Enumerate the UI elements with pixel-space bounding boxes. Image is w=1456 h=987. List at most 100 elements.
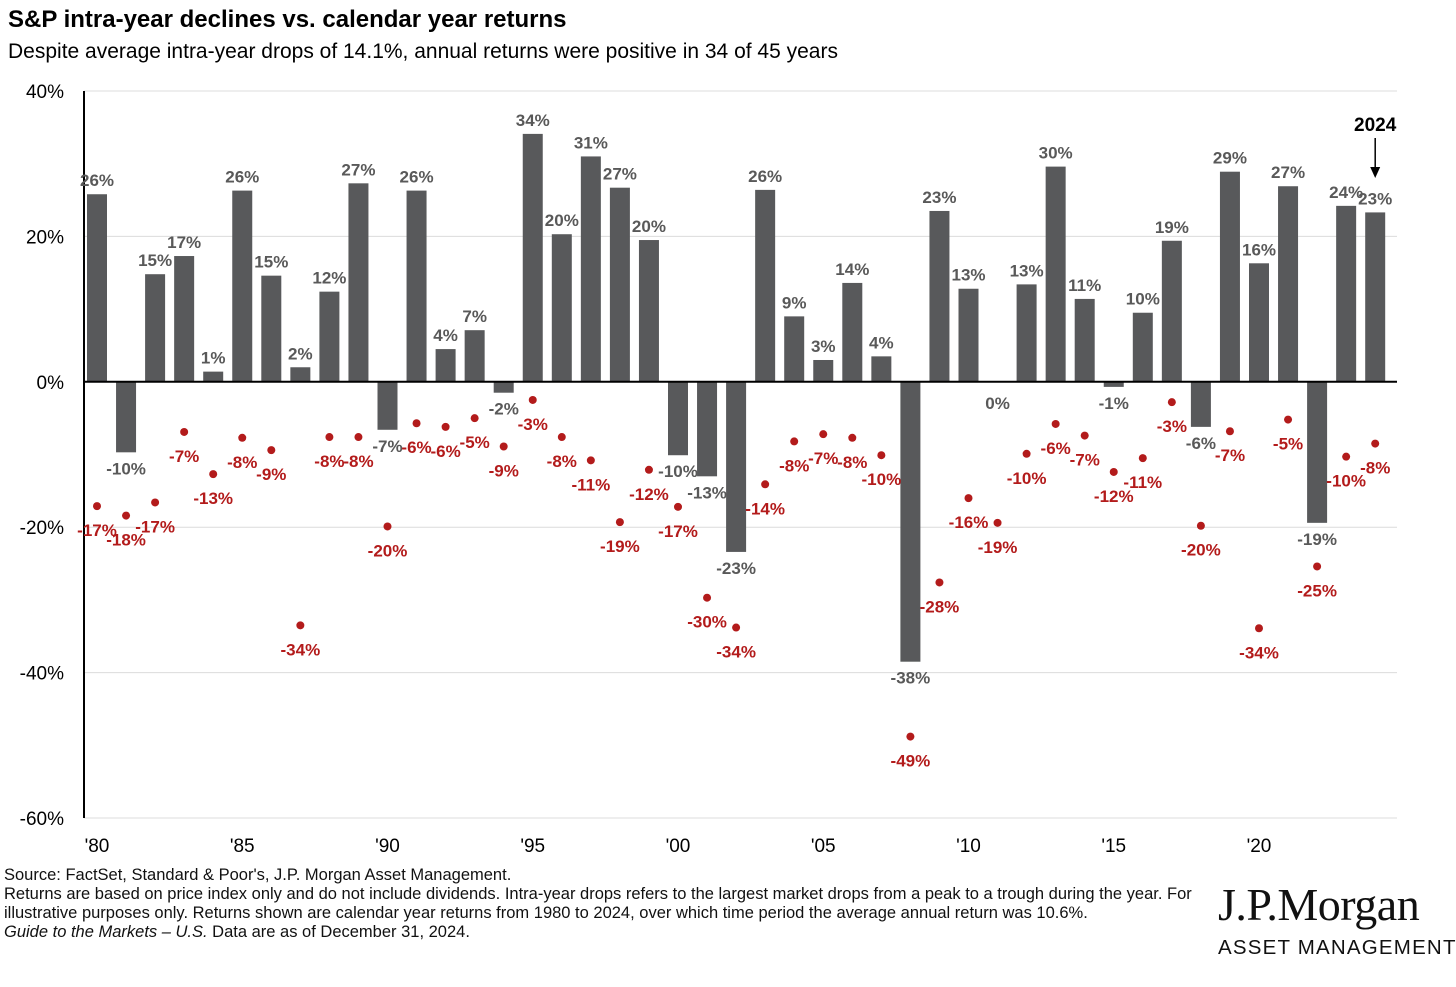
drop-label: -8%	[227, 453, 257, 472]
return-bar	[464, 330, 485, 382]
drop-point	[441, 422, 450, 431]
return-label: -1%	[1099, 394, 1129, 413]
return-bar	[842, 282, 863, 382]
drop-point	[964, 494, 973, 503]
drop-point	[1080, 431, 1089, 440]
drop-point	[1313, 562, 1322, 571]
drop-label: -11%	[1123, 473, 1162, 492]
guide-title: Guide to the Markets – U.S.	[4, 923, 208, 941]
x-tick-label: '10	[956, 836, 981, 857]
x-tick-label: '85	[230, 836, 255, 857]
drop-label: -10%	[1326, 472, 1366, 491]
return-bar	[609, 187, 630, 382]
return-label: 30%	[1039, 144, 1073, 163]
drop-label: -20%	[368, 541, 408, 560]
return-bar	[900, 381, 921, 662]
return-label: 7%	[462, 307, 487, 326]
drop-point	[1022, 449, 1031, 458]
return-label: 12%	[312, 269, 346, 288]
return-label: 14%	[835, 260, 869, 279]
return-bar	[871, 356, 892, 382]
return-bar	[522, 133, 543, 382]
drop-point	[644, 465, 653, 474]
return-bar	[116, 381, 137, 453]
source-note: Source: FactSet, Standard & Poor's, J.P.…	[4, 866, 512, 884]
drop-point	[1196, 521, 1205, 530]
footer: Source: FactSet, Standard & Poor's, J.P.…	[4, 866, 1194, 942]
drop-point	[1138, 454, 1147, 463]
return-bar	[638, 240, 659, 382]
drop-label: -12%	[1094, 487, 1134, 506]
return-bar	[261, 275, 282, 382]
drop-label: -19%	[600, 537, 640, 556]
return-label: 1%	[201, 349, 226, 368]
drop-label: -6%	[401, 438, 431, 457]
return-label: 26%	[225, 168, 259, 187]
jpmorgan-logo: J.P.Morgan ASSET MANAGEMENT	[1218, 880, 1455, 960]
y-tick-label: -60%	[20, 809, 64, 830]
return-label: 23%	[922, 188, 956, 207]
drop-label: -17%	[658, 522, 698, 541]
return-bar	[1336, 205, 1357, 382]
return-label: 20%	[545, 211, 579, 230]
drop-label: -25%	[1297, 581, 1337, 600]
drop-point	[151, 498, 160, 507]
return-bar	[1074, 298, 1095, 382]
drop-point	[1051, 419, 1060, 428]
drop-point	[93, 502, 101, 511]
return-label: 10%	[1126, 290, 1160, 309]
return-label: -6%	[1186, 434, 1216, 453]
return-bar	[580, 156, 601, 382]
return-label: 15%	[254, 253, 288, 272]
return-label: 0%	[985, 394, 1010, 413]
drop-point	[470, 414, 479, 423]
drop-label: -3%	[518, 415, 548, 434]
return-label: 13%	[1010, 261, 1044, 280]
drop-point	[993, 518, 1002, 527]
return-bar	[697, 381, 718, 477]
drop-point	[1284, 415, 1293, 424]
drop-point	[848, 433, 857, 442]
return-label: 19%	[1155, 218, 1189, 237]
guide-note: Guide to the Markets – U.S. Data are as …	[4, 923, 1194, 942]
drop-label: -11%	[571, 475, 610, 494]
drop-label: -49%	[891, 752, 931, 771]
drop-point	[499, 442, 508, 451]
drop-point	[1255, 624, 1263, 633]
return-label: 34%	[516, 111, 550, 130]
drop-label: -28%	[920, 597, 960, 616]
x-tick-label: '05	[811, 836, 836, 857]
drop-point	[906, 732, 915, 741]
return-bar	[435, 349, 456, 382]
drop-point	[557, 433, 566, 442]
return-label: 20%	[632, 217, 666, 236]
return-label: -10%	[658, 462, 698, 481]
return-label: 31%	[574, 133, 608, 152]
drop-label: -8%	[1360, 459, 1390, 478]
return-label: 26%	[748, 167, 782, 186]
drop-point	[1371, 439, 1380, 448]
drop-point	[674, 502, 682, 511]
return-label: 24%	[1329, 183, 1363, 202]
drop-label: -10%	[1007, 469, 1047, 488]
return-bar	[1103, 381, 1124, 387]
return-bar	[203, 371, 224, 382]
y-tick-label: 0%	[37, 373, 65, 394]
drop-point	[586, 456, 595, 465]
return-label: -38%	[891, 669, 931, 688]
return-bar	[1278, 186, 1299, 382]
chart-subtitle: Despite average intra-year drops of 14.1…	[8, 40, 838, 63]
drop-label: -19%	[978, 538, 1018, 557]
y-tick-label: -20%	[20, 518, 64, 539]
return-bar	[319, 291, 340, 382]
return-bar	[145, 274, 166, 382]
return-label: -7%	[372, 437, 402, 456]
drop-point	[877, 451, 886, 460]
drop-label: -18%	[106, 531, 146, 550]
return-label: -10%	[106, 459, 146, 478]
x-tick-label: '20	[1247, 836, 1272, 857]
return-bar	[1161, 240, 1182, 382]
return-bar	[87, 194, 107, 382]
return-bar	[668, 381, 688, 456]
drop-point	[761, 480, 770, 489]
